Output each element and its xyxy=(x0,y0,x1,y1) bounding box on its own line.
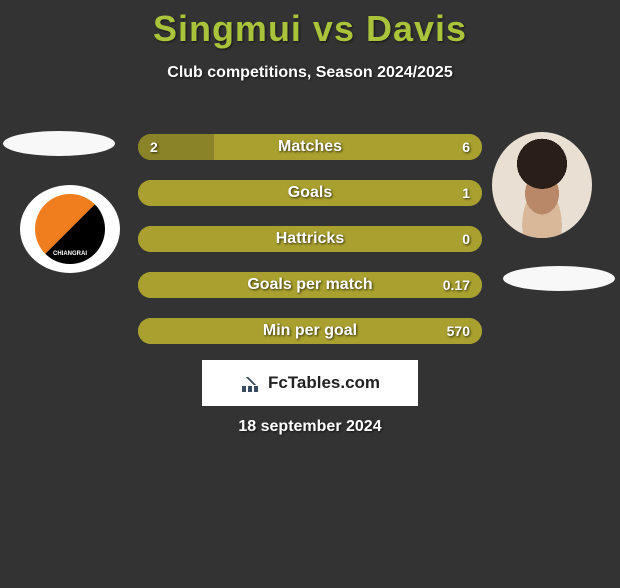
bar-label: Hattricks xyxy=(138,226,482,252)
player-photo-graphic xyxy=(492,132,592,238)
player-right-photo xyxy=(492,132,592,238)
bar-label: Min per goal xyxy=(138,318,482,344)
brand-text: FcTables.com xyxy=(268,373,380,393)
stat-bar: Goals1 xyxy=(138,180,482,206)
stat-bar: Hattricks0 xyxy=(138,226,482,252)
bar-value-right: 0.17 xyxy=(443,272,470,298)
bar-value-right: 570 xyxy=(447,318,470,344)
stats-bars: Matches2 6 Goals1 Hattricks0 Goals per match… xyxy=(138,134,482,364)
team-logo-graphic: CHIANGRAI xyxy=(35,194,105,264)
brand-chart-icon xyxy=(240,374,262,392)
footer-brand-box: FcTables.com xyxy=(202,360,418,406)
stat-bar: Matches2 6 xyxy=(138,134,482,160)
player-right-ellipse xyxy=(503,266,615,291)
page-title: Singmui vs Davis xyxy=(0,8,620,50)
bar-value-right: 1 xyxy=(462,180,470,206)
stat-bar: Min per goal570 xyxy=(138,318,482,344)
team-left-logo: CHIANGRAI xyxy=(20,185,120,273)
bar-value-right: 6 xyxy=(462,134,470,160)
player-left-ellipse xyxy=(3,131,115,156)
stat-bar: Goals per match0.17 xyxy=(138,272,482,298)
subtitle: Club competitions, Season 2024/2025 xyxy=(0,64,620,82)
bar-value-right: 0 xyxy=(462,226,470,252)
bar-label: Goals xyxy=(138,180,482,206)
team-logo-label: CHIANGRAI xyxy=(49,250,91,258)
bar-value-left: 2 xyxy=(150,134,158,160)
bar-label: Goals per match xyxy=(138,272,482,298)
date-text: 18 september 2024 xyxy=(0,418,620,436)
bar-label: Matches xyxy=(138,134,482,160)
